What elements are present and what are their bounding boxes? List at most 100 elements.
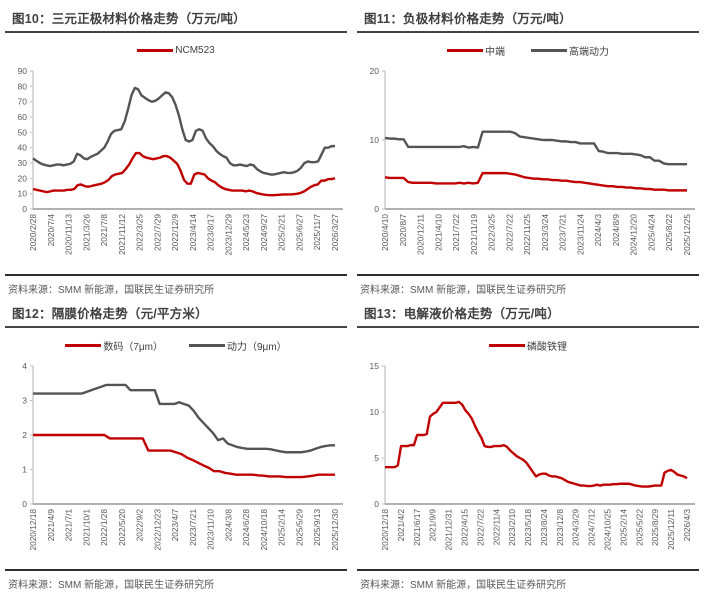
panel-fig11: 图11：负极材料价格走势（万元/吨） 中端 高端动力 0 10 20 2020/4/10… (357, 4, 699, 299)
svg-text:2024/3/8: 2024/3/8 (223, 509, 233, 542)
svg-text:2021/3/26: 2021/3/26 (81, 214, 91, 251)
svg-text:90: 90 (18, 66, 28, 76)
svg-text:0: 0 (22, 499, 27, 509)
svg-text:2022/7/22: 2022/7/22 (504, 214, 514, 251)
svg-text:2: 2 (22, 430, 27, 440)
legend-label: NCM523 (175, 44, 215, 56)
source-note: 资料来源：SMM 新能源，国联民生证券研究所 (5, 274, 347, 299)
figure-title: 图11：负极材料价格走势（万元/吨） (357, 4, 699, 33)
line-chart-fig11: 0 10 20 2020/4/10 2020/8/7 2020/12/11 2021/4/1… (357, 65, 699, 271)
svg-text:2025/4/24: 2025/4/24 (646, 214, 656, 251)
source-note: 资料来源：SMM 新能源，国联民生证券研究所 (357, 569, 699, 594)
svg-text:2022/3/25: 2022/3/25 (487, 214, 497, 251)
svg-text:2022/12/9: 2022/12/9 (170, 214, 180, 251)
svg-text:2025/5/22: 2025/5/22 (634, 509, 644, 546)
legend-label: 磷酸铁锂 (527, 341, 567, 353)
line-chart-svg: 0 10 20 2020/4/10 2020/8/7 2020/12/11 2021/4/1… (370, 66, 695, 256)
svg-text:2020/2/28: 2020/2/28 (28, 214, 38, 251)
svg-text:40: 40 (18, 143, 28, 153)
svg-text:2025/8/29: 2025/8/29 (650, 509, 660, 546)
svg-text:2021/11/19: 2021/11/19 (469, 214, 479, 255)
svg-text:20: 20 (370, 66, 380, 76)
svg-text:2021/7/1: 2021/7/1 (64, 509, 74, 542)
legend: 数码（7μm） 动力（9μm） (5, 330, 347, 360)
legend-item[interactable]: 数码（7μm） (65, 338, 163, 353)
legend-item[interactable]: 磷酸铁锂 (489, 338, 567, 353)
svg-text:4: 4 (22, 361, 27, 371)
svg-text:2021/6/17: 2021/6/17 (412, 509, 422, 546)
svg-text:2020/4/10: 2020/4/10 (380, 214, 390, 251)
svg-text:2025/2/14: 2025/2/14 (618, 509, 628, 546)
svg-text:2024/4/3: 2024/4/3 (593, 214, 603, 247)
panel-fig13: 图13：电解液价格走势（万元/吨） 磷酸铁锂 0 5 10 15 2020/12/18 2… (357, 299, 699, 594)
svg-text:2025/8/22: 2025/8/22 (664, 214, 674, 251)
legend-label: 高端动力 (569, 46, 609, 58)
svg-text:10: 10 (18, 189, 28, 199)
legend-item[interactable]: NCM523 (137, 44, 215, 56)
svg-text:2021/4/10: 2021/4/10 (433, 214, 443, 251)
legend-item[interactable]: 动力（9μm） (189, 338, 287, 353)
svg-text:2022/1/28: 2022/1/28 (99, 509, 109, 546)
svg-text:15: 15 (370, 361, 380, 371)
svg-text:2023/4/14: 2023/4/14 (188, 214, 198, 251)
svg-text:0: 0 (374, 204, 379, 214)
svg-text:2022/7/29: 2022/7/29 (152, 214, 162, 251)
svg-text:2023/4/7: 2023/4/7 (170, 509, 180, 542)
svg-text:2023/3/24: 2023/3/24 (540, 214, 550, 251)
svg-text:10: 10 (370, 407, 380, 417)
svg-text:2023/8/17: 2023/8/17 (206, 214, 216, 251)
svg-text:2025/12/30: 2025/12/30 (330, 509, 340, 551)
figure-title: 图10：三元正极材料价格走势（万元/吨） (5, 4, 347, 33)
legend-line-swatch (65, 343, 102, 347)
svg-text:2023/5/18: 2023/5/18 (523, 509, 533, 546)
svg-text:2022/12/23: 2022/12/23 (152, 509, 162, 551)
svg-text:2021/10/1: 2021/10/1 (81, 509, 91, 546)
legend-line-swatch (531, 48, 567, 52)
svg-text:2023/11/24: 2023/11/24 (575, 214, 585, 255)
svg-text:50: 50 (18, 127, 28, 137)
svg-text:2023/7/21: 2023/7/21 (188, 509, 198, 546)
svg-text:2026/4/3: 2026/4/3 (682, 509, 692, 542)
figure-title: 图12：隔膜价格走势（元/平方米） (5, 299, 347, 328)
legend-item[interactable]: 高端动力 (531, 43, 609, 58)
svg-text:0: 0 (22, 204, 27, 214)
svg-text:2025/12/25: 2025/12/25 (682, 214, 692, 256)
svg-text:2021/12/31: 2021/12/31 (444, 509, 454, 551)
svg-text:2023/12/29: 2023/12/29 (223, 214, 233, 256)
svg-text:2020/12/18: 2020/12/18 (28, 509, 38, 551)
svg-text:70: 70 (18, 97, 28, 107)
svg-text:2024/10/25: 2024/10/25 (603, 509, 613, 551)
svg-text:5: 5 (374, 453, 379, 463)
svg-text:3: 3 (22, 396, 27, 406)
legend-label: 数码（7μm） (103, 341, 163, 353)
svg-text:30: 30 (18, 158, 28, 168)
svg-text:2021/4/9: 2021/4/9 (46, 509, 56, 542)
line-chart-fig13: 0 5 10 15 2020/12/18 2021/4/2 2021/6/17 2021/9/… (357, 360, 699, 566)
svg-text:20: 20 (18, 173, 28, 183)
svg-text:2022/11/4: 2022/11/4 (491, 509, 501, 546)
svg-text:2025/2/14: 2025/2/14 (277, 509, 287, 546)
svg-text:2020/7/4: 2020/7/4 (46, 214, 56, 247)
svg-text:2021/11/12: 2021/11/12 (117, 214, 127, 255)
svg-text:2023/7/21: 2023/7/21 (558, 214, 568, 251)
svg-text:2023/2/10: 2023/2/10 (507, 509, 517, 546)
legend-item[interactable]: 中端 (447, 43, 505, 58)
svg-text:2025/12/11: 2025/12/11 (666, 509, 676, 550)
svg-text:2024/10/18: 2024/10/18 (259, 509, 269, 551)
source-note: 资料来源：SMM 新能源，国联民生证券研究所 (357, 274, 699, 299)
line-chart-fig10: 0 10 20 30 40 50 60 70 80 90 2020/2/28 2020/7/4 2020… (5, 65, 347, 271)
figure-title: 图13：电解液价格走势（万元/吨） (357, 299, 699, 328)
legend-line-swatch (189, 343, 225, 347)
svg-text:2023/8/24: 2023/8/24 (539, 509, 549, 546)
svg-text:2020/12/18: 2020/12/18 (380, 509, 390, 551)
panel-fig12: 图12：隔膜价格走势（元/平方米） 数码（7μm） 动力（9μm） 0 1 2 3 4 20… (5, 299, 347, 594)
svg-text:2021/9/9: 2021/9/9 (428, 509, 438, 542)
svg-text:10: 10 (370, 135, 380, 145)
svg-text:2022/4/15: 2022/4/15 (459, 509, 469, 546)
source-note: 资料来源：SMM 新能源，国联民生证券研究所 (5, 569, 347, 594)
svg-text:2021/7/8: 2021/7/8 (99, 214, 109, 247)
legend-label: 动力（9μm） (227, 341, 287, 353)
legend: 磷酸铁锂 (357, 330, 699, 360)
svg-text:1: 1 (22, 465, 27, 475)
